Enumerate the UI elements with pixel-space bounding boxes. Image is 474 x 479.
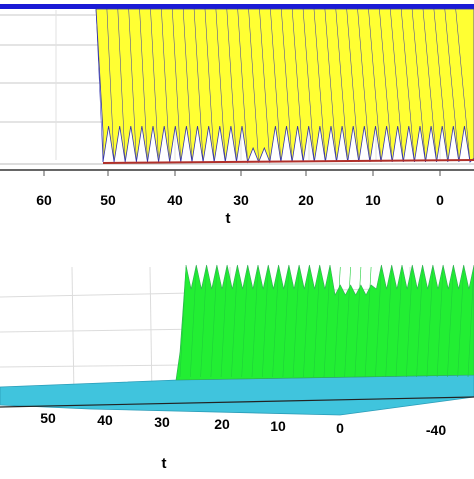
- top-spike-edge: [193, 8, 204, 163]
- bottom-ridge-line: [220, 266, 228, 378]
- bottom-x-tick-label: 20: [214, 416, 230, 432]
- top-spike-edge: [379, 8, 393, 163]
- bottom-axis-line: [0, 396, 474, 408]
- top-spike-edge: [259, 8, 271, 163]
- top-spike-edge: [444, 8, 460, 163]
- top-x-tick-label: 0: [436, 192, 444, 208]
- bottom-plot-svg: 50 40 30 20 10 0 -40 t: [0, 264, 474, 472]
- bottom-x-tick-label: 50: [40, 410, 56, 426]
- bottom-ridge-line: [395, 266, 403, 378]
- top-spike-edge: [324, 8, 337, 163]
- top-spike-edge: [226, 8, 237, 163]
- bottom-grid-line-v: [149, 266, 153, 398]
- top-spike-edge: [237, 8, 248, 163]
- top-spike-edge: [335, 8, 348, 163]
- top-spike-edge: [346, 8, 360, 163]
- top-spike-edge: [106, 8, 115, 163]
- top-spike-edge: [281, 8, 293, 163]
- top-spike-edge: [422, 8, 437, 163]
- top-spike-edge: [400, 8, 415, 163]
- bottom-ridge-line: [323, 266, 331, 378]
- top-spike-edge: [215, 8, 226, 163]
- bottom-ridge-line: [354, 266, 362, 378]
- bottom-ridge-line: [262, 266, 269, 378]
- top-spike-edge: [368, 8, 382, 163]
- top-spike-edge: [248, 8, 259, 163]
- bottom-x-tick-label: -40: [426, 422, 446, 438]
- top-x-tick-label: 50: [100, 192, 116, 208]
- bottom-ridge-line: [467, 266, 474, 378]
- top-x-ticks: 60 50 40 30 20 10 0: [36, 170, 444, 208]
- top-spike-edge: [291, 8, 304, 163]
- bottom-x-axis-label: t: [162, 455, 167, 472]
- bottom-ridge-line: [200, 266, 207, 378]
- bottom-ridge-line: [241, 266, 248, 378]
- bottom-ridge-line: [272, 266, 279, 378]
- bottom-grid-line-v: [71, 266, 75, 398]
- bottom-ridge-line: [364, 266, 372, 378]
- top-base-line: [102, 159, 474, 164]
- top-spike-edge: [433, 8, 449, 163]
- top-x-tick-label: 40: [167, 192, 183, 208]
- top-spike-edge: [455, 8, 471, 163]
- bottom-ridge-line: [313, 266, 320, 378]
- bottom-ridge-line: [334, 266, 341, 378]
- bottom-x-tick-label: 40: [97, 412, 113, 428]
- bottom-ridge-line: [282, 266, 290, 378]
- top-x-tick-label: 10: [365, 192, 381, 208]
- top-spike-edge: [313, 8, 326, 163]
- bottom-ridge-line: [406, 266, 413, 378]
- bottom-floor: [0, 374, 474, 416]
- top-spike-edge: [270, 8, 282, 163]
- top-spike-edge: [172, 8, 182, 163]
- top-band: [0, 4, 474, 9]
- bottom-ridge-line: [292, 266, 300, 378]
- top-spike-edge: [150, 8, 159, 163]
- bottom-surface-plot: 50 40 30 20 10 0 -40 t: [0, 237, 474, 474]
- bottom-x-tick-label: 30: [154, 414, 170, 430]
- bottom-ridge-line: [231, 266, 238, 378]
- bottom-ridge-line: [447, 266, 454, 378]
- bottom-ridge-line: [457, 266, 464, 378]
- bottom-ridge-line: [426, 266, 434, 378]
- top-spike-edge: [95, 8, 104, 163]
- top-spike-edge: [302, 8, 315, 163]
- bottom-ridge-line: [436, 266, 444, 378]
- top-spike-edge: [182, 8, 193, 163]
- bottom-ridge-line: [251, 266, 259, 378]
- top-spike-edge: [139, 8, 148, 163]
- bottom-ridge-line: [210, 266, 218, 378]
- bottom-ridge-line: [190, 266, 197, 378]
- top-spike-edge: [204, 8, 215, 163]
- bottom-ridge-line: [344, 266, 351, 378]
- bottom-x-tick-label: 10: [270, 418, 286, 434]
- bottom-ridge-line: [303, 266, 310, 378]
- top-x-tick-label: 20: [298, 192, 314, 208]
- bottom-ridge-line: [416, 266, 423, 378]
- bottom-ridge-line: [385, 266, 392, 378]
- top-surface: [0, 4, 474, 164]
- top-spike-edge: [357, 8, 371, 163]
- top-surface-plot: 60 50 40 30 20 10 0 t: [0, 0, 474, 237]
- top-x-tick-label: 30: [233, 192, 249, 208]
- top-surface-fill: [95, 8, 474, 164]
- bottom-surface: [0, 264, 474, 416]
- top-spike-edge: [390, 8, 404, 163]
- top-plot-svg: 60 50 40 30 20 10 0 t: [0, 4, 474, 227]
- bottom-ridge-line: [179, 266, 187, 378]
- bottom-ridge-line: [375, 266, 382, 378]
- top-x-axis-label: t: [226, 210, 231, 227]
- top-spike-edge: [411, 8, 426, 163]
- bottom-surface-fill: [175, 264, 474, 381]
- top-spike-edge: [128, 8, 137, 163]
- top-spike-edge: [117, 8, 126, 163]
- top-spike-edge: [161, 8, 170, 163]
- bottom-x-ticks: 50 40 30 20 10 0 -40: [0, 396, 474, 438]
- top-x-tick-label: 60: [36, 192, 52, 208]
- bottom-x-tick-label: 0: [336, 420, 344, 436]
